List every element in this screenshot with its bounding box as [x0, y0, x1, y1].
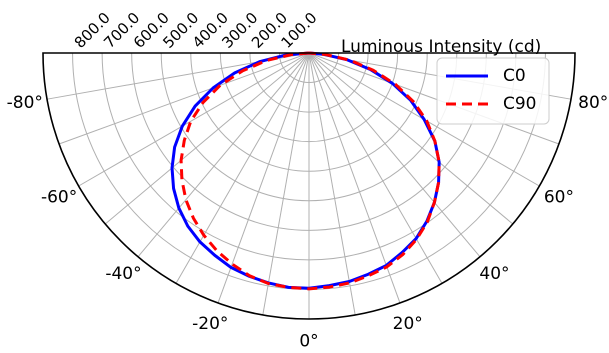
angular-grid-line [308, 52, 514, 225]
angular-grid-line [308, 52, 443, 284]
angular-grid-line [78, 52, 310, 187]
angular-grid-line [308, 52, 401, 304]
angular-grid-line [262, 52, 310, 316]
angle-tick-label: -80° [7, 93, 43, 113]
angular-grid-line [308, 52, 481, 258]
polar-frame [42, 52, 576, 320]
angular-grid-line [137, 52, 310, 258]
legend-label-c0: C0 [503, 66, 526, 86]
angle-tick-label: 60° [544, 187, 574, 207]
angle-tick-label: -40° [105, 264, 141, 284]
angular-grid-line [308, 52, 356, 316]
angle-tick-label: -60° [41, 187, 77, 207]
angular-grid-line [104, 52, 310, 225]
angle-tick-label: 80° [578, 93, 608, 113]
angle-tick-label: 20° [393, 314, 423, 334]
angular-grid-line [175, 52, 310, 284]
angle-tick-label: 0° [299, 332, 318, 352]
legend-box [436, 57, 550, 125]
angular-grid-line [308, 52, 560, 145]
series-lines [170, 51, 441, 291]
angular-grid-line [217, 52, 310, 304]
series-line-c90 [179, 51, 441, 291]
legend-label-c90: C90 [503, 94, 537, 114]
angle-tick-label: 40° [479, 264, 509, 284]
radial-axis-label: Luminous Intensity (cd) [341, 37, 541, 57]
angle-tick-label: -20° [192, 314, 228, 334]
angular-grid-line [58, 52, 310, 145]
